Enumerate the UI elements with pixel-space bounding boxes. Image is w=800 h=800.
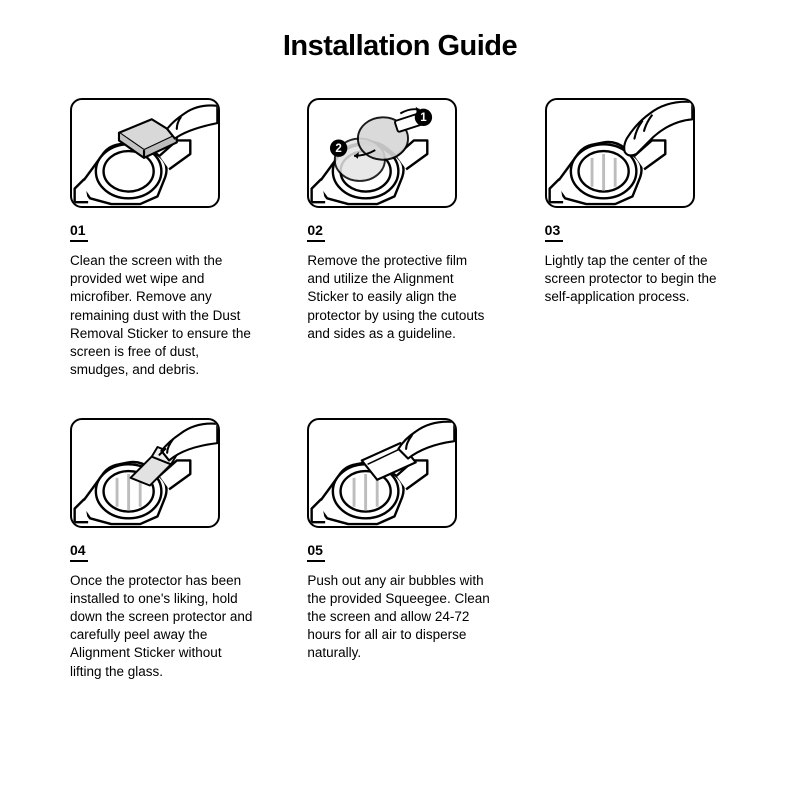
step-4-number: 04 — [70, 542, 88, 562]
step-2-number: 02 — [307, 222, 325, 242]
step-5-number: 05 — [307, 542, 325, 562]
step-4-text: Once the protector has been installed to… — [70, 572, 255, 681]
page-title: Installation Guide — [70, 30, 730, 63]
step-3-text: Lightly tap the center of the screen pro… — [545, 252, 730, 307]
svg-text:2: 2 — [336, 143, 342, 155]
step-1: 01 Clean the screen with the provided we… — [70, 98, 255, 380]
step-1-number: 01 — [70, 222, 88, 242]
step-3: 03 Lightly tap the center of the screen … — [545, 98, 730, 380]
step-1-text: Clean the screen with the provided wet w… — [70, 252, 255, 380]
step-3-illustration — [545, 98, 695, 208]
step-5: 05 Push out any air bubbles with the pro… — [307, 418, 492, 681]
watch-align-icon: 1 2 — [309, 100, 455, 206]
steps-grid: 01 Clean the screen with the provided we… — [70, 98, 730, 681]
step-2-text: Remove the protective film and utilize t… — [307, 252, 492, 343]
step-5-text: Push out any air bubbles with the provid… — [307, 572, 492, 663]
step-5-illustration — [307, 418, 457, 528]
step-4-illustration — [70, 418, 220, 528]
watch-squeegee-icon — [309, 420, 455, 526]
step-2: 1 2 02 Remove the protective film and ut… — [307, 98, 492, 380]
step-2-illustration: 1 2 — [307, 98, 457, 208]
watch-clean-icon — [72, 100, 218, 206]
watch-peel-icon — [72, 420, 218, 526]
svg-text:1: 1 — [421, 112, 428, 124]
step-1-illustration — [70, 98, 220, 208]
step-4: 04 Once the protector has been installed… — [70, 418, 255, 681]
step-3-number: 03 — [545, 222, 563, 242]
watch-tap-icon — [547, 100, 693, 206]
